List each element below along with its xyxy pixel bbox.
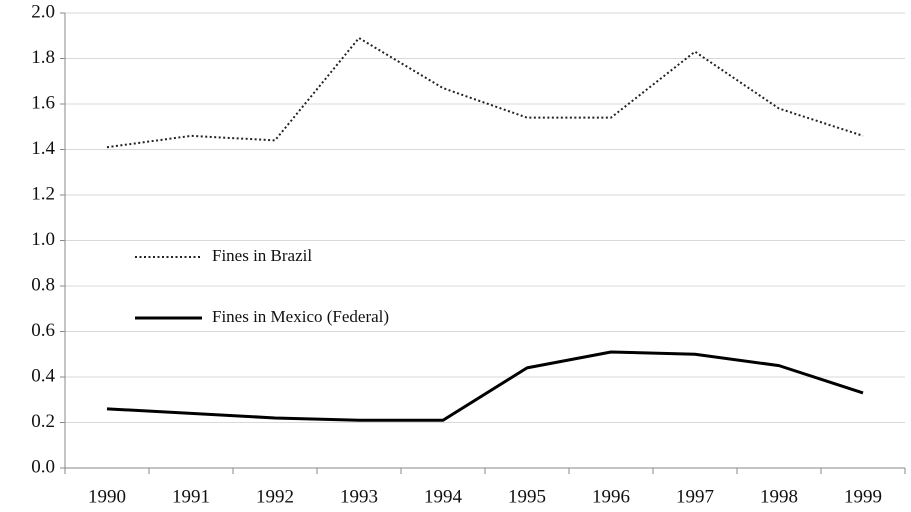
legend-label: Fines in Brazil — [212, 246, 312, 265]
y-tick-label: 0.2 — [31, 411, 55, 432]
y-tick-label: 0.0 — [31, 456, 55, 477]
series-line — [106, 37, 864, 149]
y-tick-label: 1.6 — [31, 92, 55, 113]
x-tick-label: 1996 — [592, 486, 630, 507]
x-tick-label: 1998 — [760, 486, 798, 507]
x-tick-label: 1994 — [424, 486, 463, 507]
series-line — [106, 350, 864, 422]
legend-label: Fines in Mexico (Federal) — [212, 307, 389, 326]
x-tick-label: 1992 — [256, 486, 294, 507]
y-tick-label: 1.4 — [31, 138, 55, 159]
x-tick-label: 1991 — [172, 486, 210, 507]
x-tick-label: 1999 — [844, 486, 882, 507]
x-tick-label: 1997 — [676, 486, 714, 507]
x-tick-label: 1995 — [508, 486, 546, 507]
x-tick-label: 1993 — [340, 486, 378, 507]
x-tick-label: 1990 — [88, 486, 126, 507]
y-tick-label: 2.0 — [31, 1, 55, 22]
y-tick-label: 1.0 — [31, 229, 55, 250]
y-tick-label: 1.8 — [31, 47, 55, 68]
y-tick-label: 0.8 — [31, 274, 55, 295]
y-tick-label: 1.2 — [31, 183, 55, 204]
y-tick-label: 0.6 — [31, 320, 55, 341]
y-tick-label: 0.4 — [31, 365, 55, 386]
